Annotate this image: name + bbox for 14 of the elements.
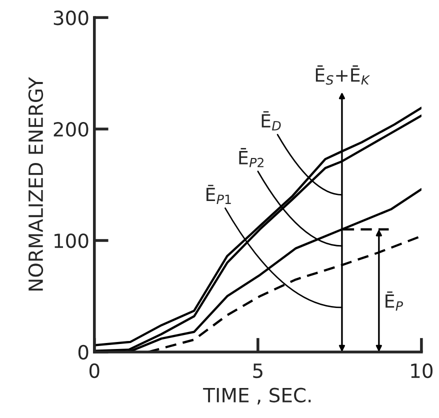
y-tick-label: 200	[54, 122, 88, 137]
annotation: Ē$_{P}$	[386, 291, 404, 311]
x-tick-label: 5	[253, 364, 262, 378]
annotation: Ē$_{S}$+Ē$_{K}$	[316, 65, 370, 85]
y-tick-label: 100	[54, 233, 88, 248]
x-tick-label: 10	[411, 363, 433, 378]
annotation: Ē$_{P2}$	[239, 148, 264, 168]
x-tick-label: 0	[89, 363, 100, 378]
annotation: Ē$_{P1}$	[206, 184, 231, 204]
y-tick-label: 300	[54, 10, 88, 26]
y-tick-label: 0	[78, 344, 88, 360]
annotation: Ē$_{D}$	[262, 111, 281, 130]
y-axis-title: NORMALIZED ENERGY	[28, 77, 44, 291]
x-axis-title: TIME , SEC.	[203, 388, 311, 404]
